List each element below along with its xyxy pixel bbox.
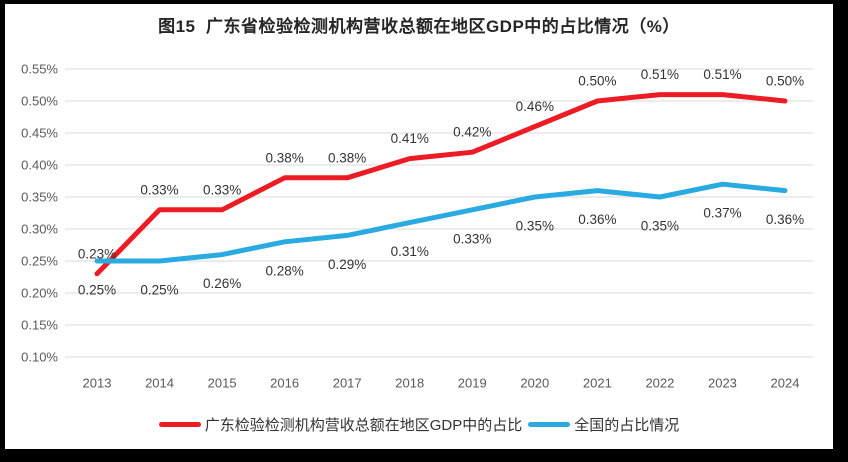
chart-panel [5, 4, 833, 449]
chart-title: 图15 广东省检验检测机构营收总额在地区GDP中的占比情况（%） [158, 17, 680, 36]
legend-swatch-national-icon [528, 422, 571, 427]
legend-swatch-guangdong-icon [158, 422, 201, 427]
chart-legend: 广东检验检测机构营收总额在地区GDP中的占比 全国的占比情况 [5, 414, 833, 435]
legend-item-national: 全国的占比情况 [528, 414, 679, 435]
legend-item-guangdong: 广东检验检测机构营收总额在地区GDP中的占比 [158, 414, 523, 435]
legend-label-guangdong: 广东检验检测机构营收总额在地区GDP中的占比 [204, 417, 523, 434]
legend-label-national: 全国的占比情况 [574, 417, 680, 434]
